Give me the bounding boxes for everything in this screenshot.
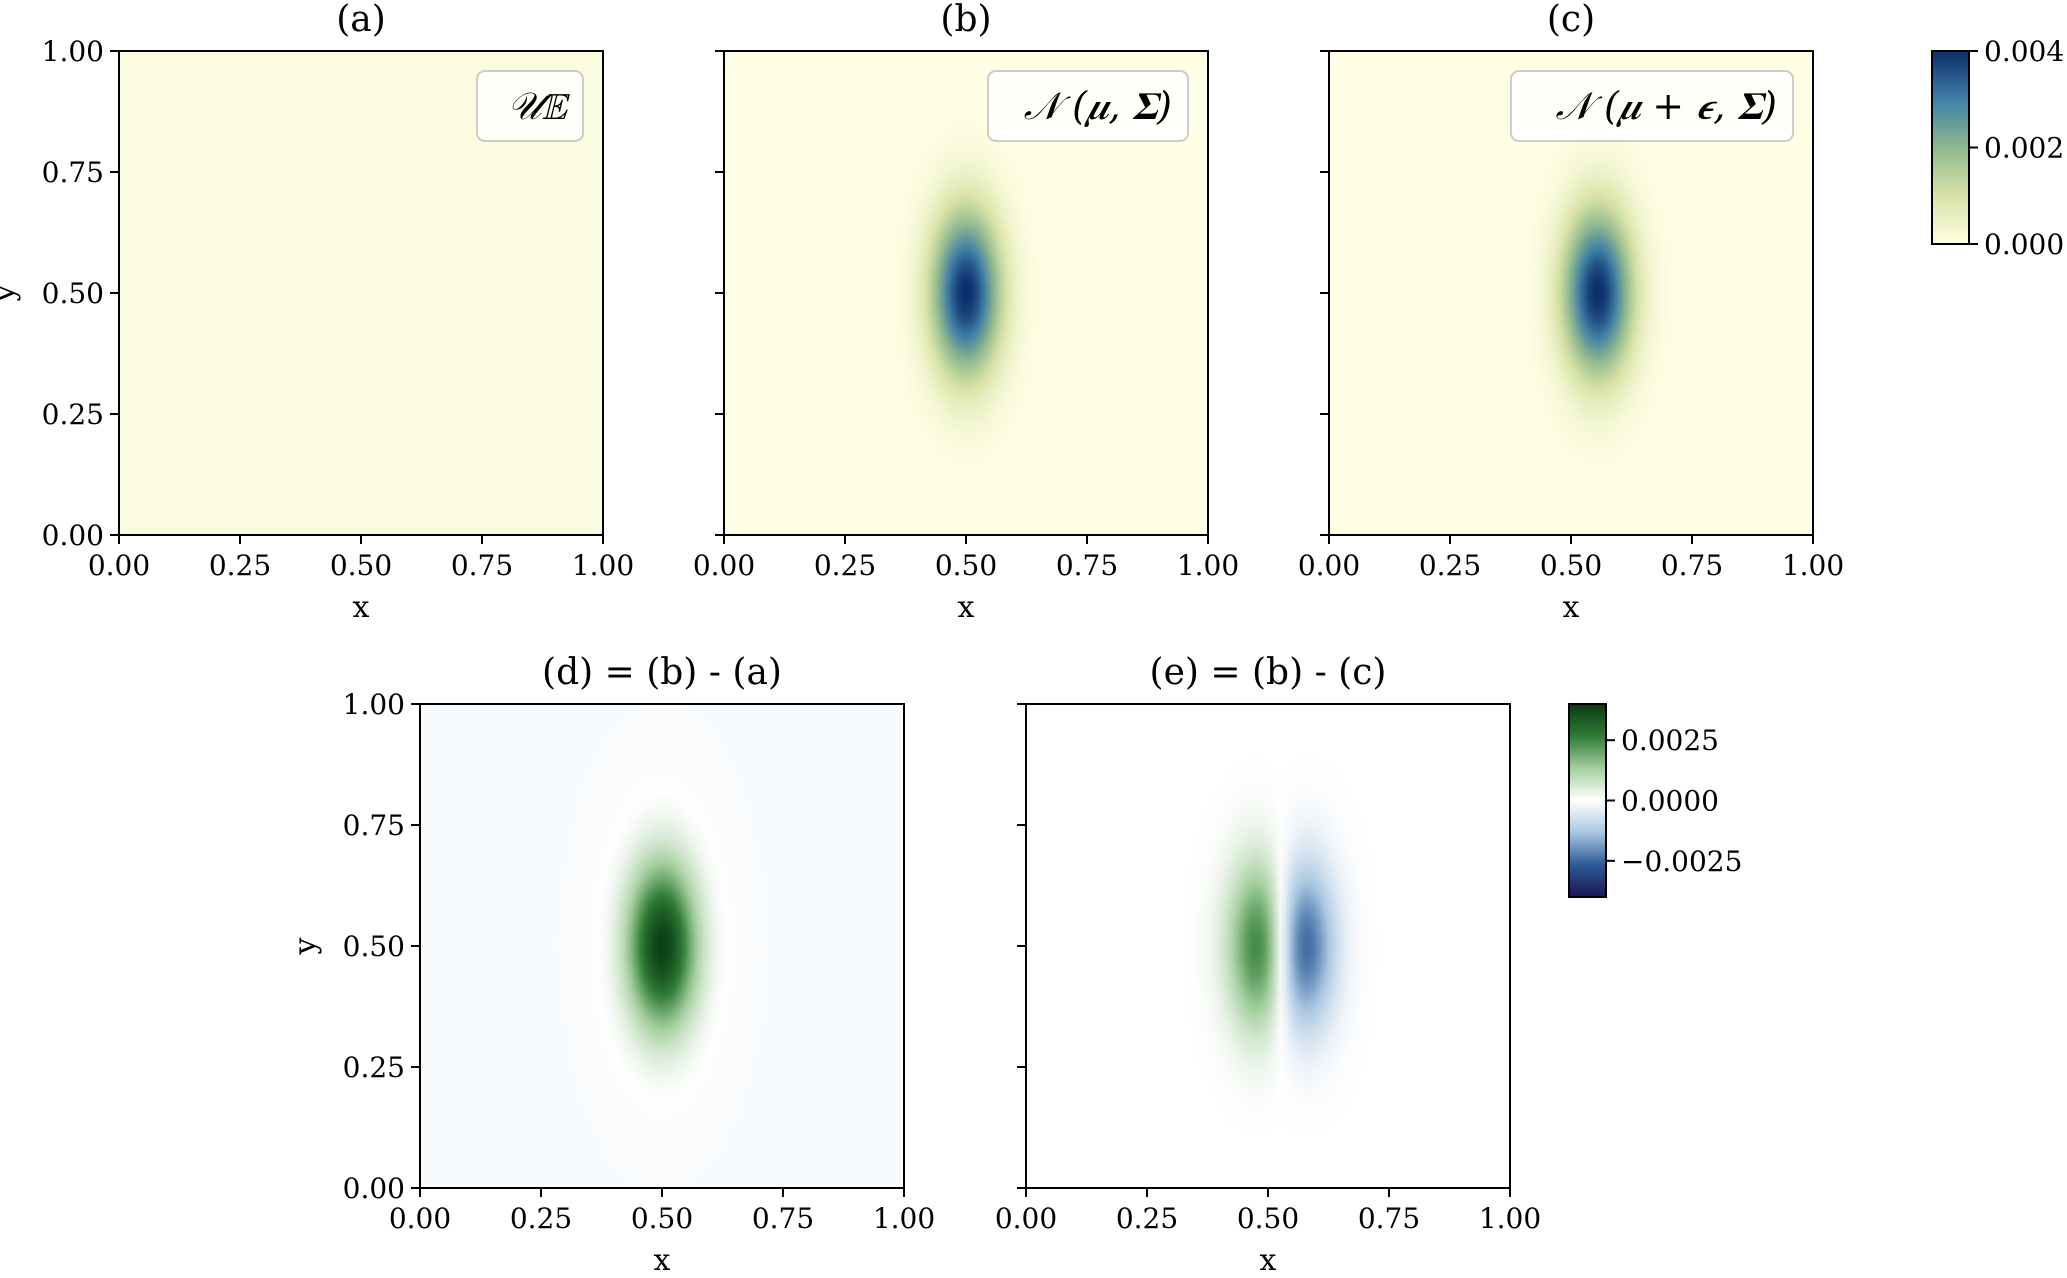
x-tick-label: 1.00 xyxy=(873,1202,935,1235)
panel-2: 0.00 0.25 0.50 0.75 1.00 x (c) 𝒩 (𝝁 + 𝝐, 𝚺) xyxy=(1298,0,1844,625)
y-tick-label: 0.25 xyxy=(343,1051,405,1084)
x-tick-label: 1.00 xyxy=(1782,549,1844,582)
x-tick-label: 0.50 xyxy=(1540,549,1602,582)
y-tick-label: 1.00 xyxy=(343,688,405,721)
y-axis-label: y xyxy=(288,937,323,955)
x-tick-label: 0.50 xyxy=(631,1202,693,1235)
legend-label: 𝒩 (𝝁 + 𝝐, 𝚺) xyxy=(1556,84,1777,128)
y-tick-label: 0.00 xyxy=(42,519,104,552)
legend-label: 𝒰𝔼 xyxy=(507,84,570,128)
legend-frame xyxy=(987,70,1189,142)
legend: 𝒰𝔼 xyxy=(476,70,584,142)
x-tick-label: 0.00 xyxy=(88,549,150,582)
x-tick-label: 0.00 xyxy=(995,1202,1057,1235)
x-tick-label: 1.00 xyxy=(1177,549,1239,582)
y-tick-label: 0.25 xyxy=(42,398,104,431)
panel-title: (b) xyxy=(940,0,991,40)
x-axis-label: x xyxy=(353,590,370,625)
legend: 𝒩 (𝝁, 𝚺) xyxy=(987,70,1189,142)
x-tick-label: 1.00 xyxy=(572,549,634,582)
x-tick-label: 0.75 xyxy=(1056,549,1118,582)
y-axis-label: y xyxy=(0,284,22,302)
colorbar-1: 0.0025 0.0000 −0.0025 xyxy=(1568,703,1742,898)
x-tick-label: 0.75 xyxy=(752,1202,814,1235)
panel-title: (e) = (b) - (c) xyxy=(1150,652,1387,693)
x-tick-label: 0.50 xyxy=(1237,1202,1299,1235)
heatmap-image xyxy=(1026,704,1510,1188)
colorbar-tick-label: 0.002 xyxy=(1984,132,2064,165)
x-tick-label: 0.00 xyxy=(1298,549,1360,582)
y-tick-label: 0.75 xyxy=(343,809,405,842)
x-tick-label: 0.25 xyxy=(814,549,876,582)
x-tick-label: 0.75 xyxy=(451,549,513,582)
colorbar-fill xyxy=(1931,50,1970,245)
colorbar-tick-label: 0.004 xyxy=(1984,35,2064,68)
heatmap-image xyxy=(420,704,904,1188)
y-tick-label: 0.50 xyxy=(42,277,104,310)
legend-frame xyxy=(476,70,584,142)
panels: 0.00 0.25 0.50 0.75 1.00 0.00 0.25 0.50 0.75 1.00… xyxy=(0,0,1844,1278)
x-axis-label: x xyxy=(958,590,975,625)
x-axis-label: x xyxy=(1563,590,1580,625)
x-tick-label: 0.00 xyxy=(389,1202,451,1235)
colorbar-fill xyxy=(1568,703,1607,898)
x-tick-label: 0.25 xyxy=(209,549,271,582)
panel-4: 0.00 0.25 0.50 0.75 1.00 x (e) = (b) - (c) xyxy=(995,652,1541,1278)
panel-title: (c) xyxy=(1547,0,1595,40)
panel-1: 0.00 0.25 0.50 0.75 1.00 x (b) 𝒩 (𝝁, 𝚺) xyxy=(693,0,1239,625)
legend-frame xyxy=(1510,70,1794,142)
x-axis-label: x xyxy=(654,1243,671,1278)
colorbars: 0.004 0.002 0.000 0.0025 0.0000 −0.0025 xyxy=(1568,35,2064,898)
panel-title: (d) = (b) - (a) xyxy=(542,652,782,693)
x-tick-label: 0.25 xyxy=(1116,1202,1178,1235)
y-tick-label: 0.00 xyxy=(343,1172,405,1205)
colorbar-0: 0.004 0.002 0.000 xyxy=(1931,35,2064,261)
x-tick-label: 0.25 xyxy=(1419,549,1481,582)
x-tick-label: 0.75 xyxy=(1661,549,1723,582)
y-tick-label: 0.75 xyxy=(42,156,104,189)
x-tick-label: 0.50 xyxy=(935,549,997,582)
x-axis-label: x xyxy=(1260,1243,1277,1278)
panel-0: 0.00 0.25 0.50 0.75 1.00 0.00 0.25 0.50 0.75 1.00… xyxy=(0,0,634,625)
panel-3: 0.00 0.25 0.50 0.75 1.00 0.00 0.25 0.50 0.75 1.00… xyxy=(288,652,935,1278)
colorbar-tick-label: 0.0000 xyxy=(1621,785,1719,818)
x-tick-label: 0.50 xyxy=(330,549,392,582)
colorbar-tick-label: 0.000 xyxy=(1984,228,2064,261)
legend: 𝒩 (𝝁 + 𝝐, 𝚺) xyxy=(1510,70,1794,142)
colorbar-tick-label: 0.0025 xyxy=(1621,724,1719,757)
x-tick-label: 0.00 xyxy=(693,549,755,582)
x-tick-label: 0.75 xyxy=(1358,1202,1420,1235)
x-tick-label: 1.00 xyxy=(1479,1202,1541,1235)
y-tick-label: 1.00 xyxy=(42,35,104,68)
panel-title: (a) xyxy=(336,0,386,40)
y-tick-label: 0.50 xyxy=(343,930,405,963)
x-tick-label: 0.25 xyxy=(510,1202,572,1235)
legend-label: 𝒩 (𝝁, 𝚺) xyxy=(1024,84,1172,128)
colorbar-tick-label: −0.0025 xyxy=(1621,845,1742,878)
